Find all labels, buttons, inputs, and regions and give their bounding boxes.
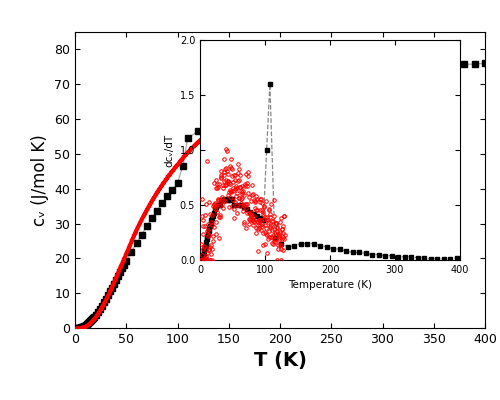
Y-axis label: dcᵥ/dT: dcᵥ/dT (164, 134, 174, 166)
X-axis label: T (K): T (K) (254, 352, 306, 370)
X-axis label: Temperature (K): Temperature (K) (288, 280, 372, 290)
Y-axis label: cᵥ (J/mol K): cᵥ (J/mol K) (30, 134, 48, 226)
